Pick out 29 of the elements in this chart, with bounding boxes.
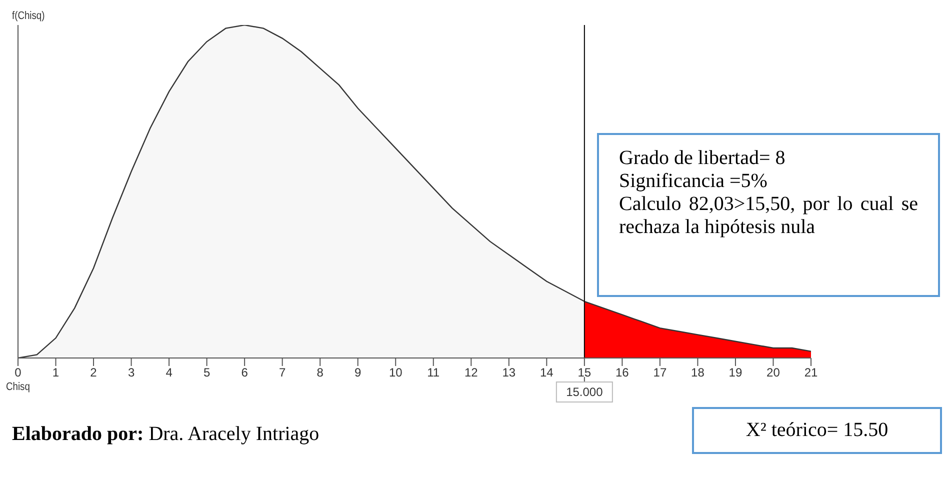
x-tick-label: 17 xyxy=(653,366,667,380)
text: Elaborado por: Dra. Aracely Intriago xyxy=(12,423,320,445)
x-tick-label: 6 xyxy=(241,366,248,380)
x-tick-label: 9 xyxy=(354,366,362,380)
x-tick-label: 18 xyxy=(691,366,705,380)
x-tick-label: 14 xyxy=(540,366,554,380)
x-tick-label: 5 xyxy=(203,366,210,380)
x-tick-label: 13 xyxy=(502,366,516,380)
x-tick-label: 4 xyxy=(166,366,173,380)
x-tick-label: 1 xyxy=(52,366,60,380)
x-tick-label: 0 xyxy=(14,366,22,380)
x-tick-label: 8 xyxy=(316,366,324,380)
x-tick-label: 19 xyxy=(728,366,742,380)
x-tick-label: 20 xyxy=(766,366,780,380)
ref-line-label: 15.000 xyxy=(566,385,604,399)
text-box: X² teórico= 15.50 xyxy=(692,407,942,454)
annotation: Grado de libertad= 8 Significancia =5% Calculo 82,03>15,50, por lo cual se rechaza la hipótesis nula xyxy=(619,147,918,238)
x-axis-title: Chisq xyxy=(6,381,30,393)
text-box: Grado de libertad= 8 Significancia =5% Calculo 82,03>15,50, por lo cual se rechaza la hipótesis nula xyxy=(597,133,940,297)
x-tick-label: 16 xyxy=(616,366,630,380)
y-axis-title: f(Chisq) xyxy=(12,10,45,22)
x-tick-label: 3 xyxy=(128,366,135,380)
x-tick-label: 15 xyxy=(578,366,592,380)
x-tick-label: 11 xyxy=(427,366,440,380)
x-tick-label: 2 xyxy=(90,366,98,380)
x-tick-label: 12 xyxy=(464,366,478,380)
x-tick-label: 21 xyxy=(804,366,818,380)
x-tick-label: 10 xyxy=(388,366,403,380)
x-tick-label: 7 xyxy=(278,366,286,380)
